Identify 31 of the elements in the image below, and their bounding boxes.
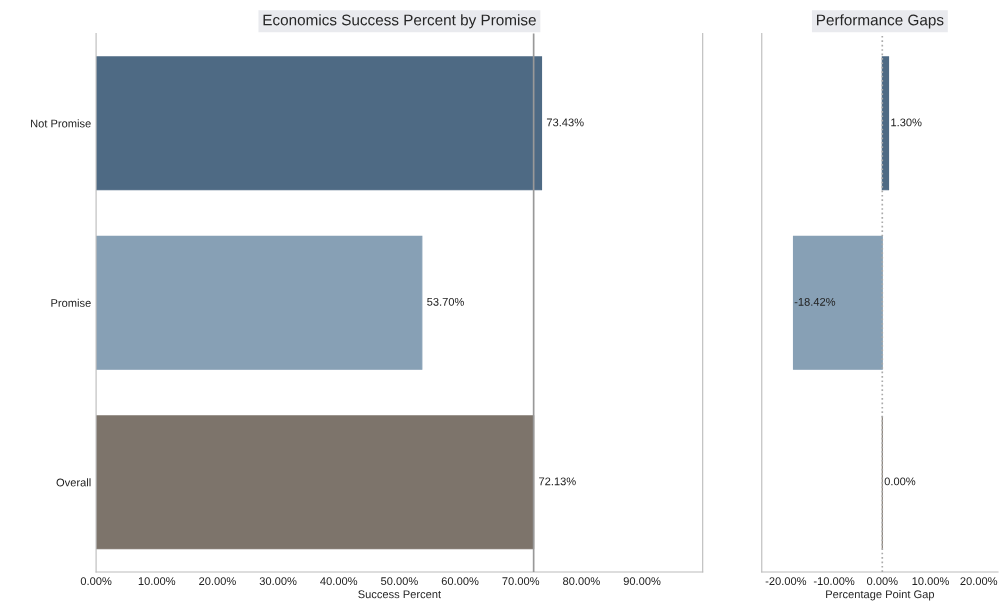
- x-tick-label: 80.00%: [563, 577, 600, 586]
- x-tick-label: -20.00%: [765, 577, 807, 586]
- bar: [96, 56, 543, 191]
- data-label: 1.30%: [891, 118, 922, 127]
- x-tick-label: -10.00%: [813, 577, 855, 586]
- x-tick-label: 60.00%: [441, 577, 479, 586]
- x-axis-title: Percentage Point Gap: [826, 590, 935, 601]
- chart-title: Performance Gaps: [817, 14, 944, 29]
- x-tick-label: 10.00%: [912, 577, 949, 586]
- x-tick-label: 90.00%: [623, 577, 661, 586]
- x-tick-label: 20.00%: [960, 577, 998, 586]
- y-tick-label: Promise: [51, 298, 91, 307]
- y-tick-label: Not Promise: [31, 119, 91, 128]
- chart-title: Economics Success Percent by Promise: [263, 14, 536, 29]
- x-axis-title: Success Percent: [358, 590, 441, 599]
- data-label: 53.70%: [427, 297, 464, 306]
- x-tick-label: 0.00%: [80, 577, 112, 586]
- x-tick-label: 40.00%: [320, 577, 358, 586]
- x-tick-label: 20.00%: [199, 577, 236, 586]
- x-tick-label: 50.00%: [381, 577, 418, 586]
- data-label: -18.42%: [794, 297, 836, 306]
- x-tick-label: 30.00%: [259, 577, 297, 586]
- data-label: 0.00%: [884, 477, 916, 486]
- x-tick-label: 0.00%: [866, 577, 898, 586]
- data-label: 73.43%: [546, 118, 584, 127]
- y-tick-label: Overall: [56, 478, 91, 487]
- x-tick-label: 10.00%: [138, 577, 176, 586]
- bar: [96, 235, 423, 370]
- x-tick-label: 70.00%: [502, 577, 540, 586]
- data-label: 72.13%: [539, 477, 576, 486]
- bar: [96, 415, 535, 550]
